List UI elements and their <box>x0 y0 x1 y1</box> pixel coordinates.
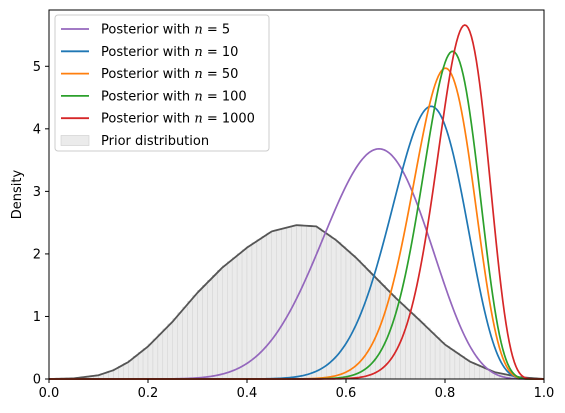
y-axis: 0 1 2 3 4 5 <box>33 60 49 388</box>
y-tick-label: 2 <box>33 247 41 262</box>
y-axis-label: Density <box>10 169 25 219</box>
histogram-bar <box>202 284 208 380</box>
histogram-bar <box>286 226 292 380</box>
histogram-bar <box>311 226 317 380</box>
legend-label: Posterior with n = 50 <box>101 67 238 82</box>
histogram-bar <box>434 337 441 380</box>
histogram-bar <box>459 356 466 380</box>
histogram-bar <box>326 234 332 380</box>
histogram-bar <box>390 294 396 380</box>
legend: Posterior with n = 5 Posterior with n = 1… <box>54 14 270 152</box>
histogram-bar <box>464 359 470 380</box>
histogram-bar <box>429 332 436 380</box>
histogram-bar <box>212 274 218 380</box>
histogram-bar <box>301 225 307 380</box>
histogram-bar <box>281 228 287 380</box>
histogram-bar <box>360 264 367 380</box>
y-tick-label: 4 <box>33 122 41 137</box>
histogram-bar <box>123 363 129 380</box>
histogram-bar <box>241 249 248 380</box>
histogram-bar <box>410 313 416 380</box>
histogram-bar <box>350 255 357 380</box>
histogram-bar <box>439 342 446 380</box>
y-tick-label: 3 <box>33 185 41 200</box>
histogram-bar <box>127 359 134 380</box>
legend-label: Posterior with n = 100 <box>101 89 247 104</box>
histogram-bar <box>187 301 193 380</box>
histogram-bar <box>172 318 178 380</box>
legend-box <box>54 14 270 152</box>
legend-label: Posterior with n = 5 <box>101 23 230 38</box>
histogram-bar <box>474 364 480 380</box>
histogram-bar <box>449 349 456 380</box>
histogram-bar <box>469 362 475 380</box>
legend-swatch <box>60 135 90 146</box>
histogram-bar <box>276 229 282 380</box>
prior-kde-line <box>48 224 545 380</box>
histogram-bar <box>340 246 347 380</box>
histogram-bar <box>152 338 159 380</box>
x-tick-label: 0.4 <box>237 386 258 401</box>
histogram-bar <box>271 230 277 380</box>
x-tick-label: 0.6 <box>336 386 357 401</box>
histogram-bar <box>246 245 253 380</box>
histogram-bar <box>226 261 233 380</box>
histogram-bar <box>182 306 188 380</box>
histogram-bar <box>162 328 169 380</box>
histogram-bar <box>207 279 213 380</box>
histogram-bar <box>345 250 352 380</box>
histogram-bar <box>132 356 139 380</box>
histogram-bar <box>137 352 144 380</box>
histogram-bar <box>142 348 149 380</box>
y-tick-label: 1 <box>33 310 41 325</box>
histogram-bar <box>425 327 431 380</box>
histogram-bar <box>321 231 327 380</box>
histogram-bar <box>236 253 243 380</box>
histogram-bar <box>177 312 183 380</box>
legend-label: Posterior with n = 10 <box>101 45 238 60</box>
legend-label: Prior distribution <box>101 134 209 149</box>
histogram-bar <box>454 352 461 380</box>
x-tick-label: 0.0 <box>39 386 60 401</box>
histogram-bar <box>444 346 451 380</box>
plot-frame <box>48 9 545 380</box>
histogram-bar <box>261 236 268 380</box>
histogram-bar <box>217 269 223 380</box>
histogram-bar <box>192 295 198 380</box>
histogram-bar <box>420 323 426 380</box>
x-tick-label: 0.2 <box>138 386 159 401</box>
legend-label: Posterior with n = 1000 <box>101 112 255 127</box>
histogram-bar <box>157 333 164 380</box>
histogram-bar <box>147 343 154 380</box>
histogram-bar <box>266 232 272 380</box>
y-tick-label: 5 <box>33 60 41 75</box>
histogram-bar <box>306 225 312 380</box>
histogram-bar <box>167 323 173 380</box>
histogram-bar <box>415 318 421 380</box>
histogram-bar <box>256 239 263 380</box>
histogram-bar <box>231 257 238 380</box>
histogram-bar <box>479 366 485 380</box>
x-axis: 0.0 0.2 0.4 0.6 0.8 1.0 <box>39 379 555 401</box>
prior-kde <box>48 224 545 380</box>
histogram-bar <box>222 265 228 380</box>
y-tick-label: 0 <box>33 373 41 388</box>
histogram-bar <box>335 242 342 380</box>
histogram-bar <box>197 289 203 380</box>
histogram-bar <box>296 225 302 380</box>
x-tick-label: 0.8 <box>435 386 456 401</box>
x-tick-label: 1.0 <box>534 386 555 401</box>
